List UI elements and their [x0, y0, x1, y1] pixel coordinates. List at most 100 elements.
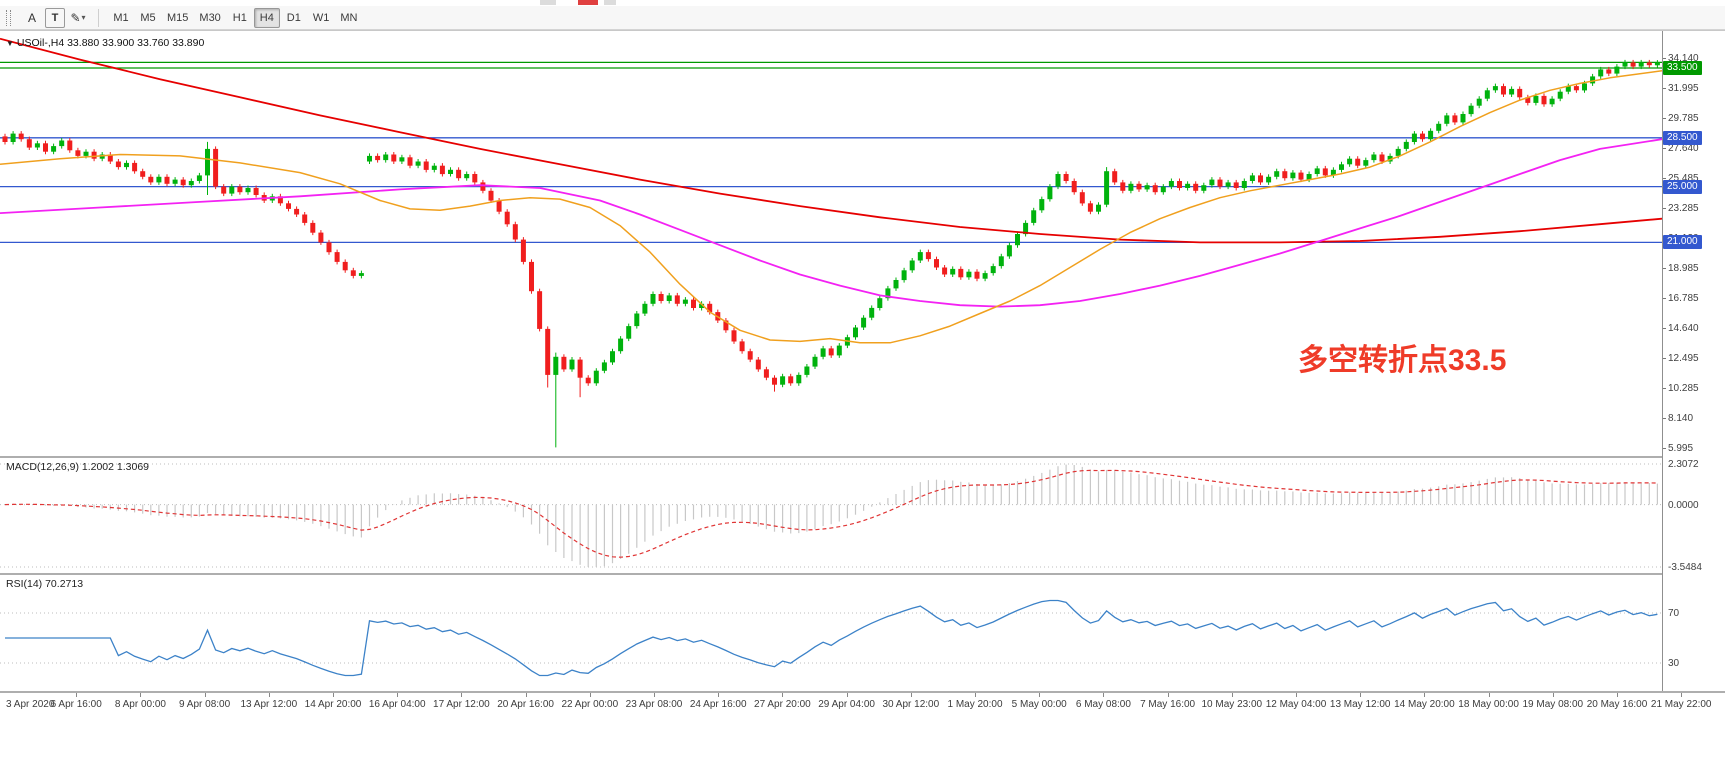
price-tick-label: 25.485	[1663, 173, 1699, 184]
time-axis-label: 8 Apr 00:00	[114, 699, 166, 710]
titlebar-artifact	[540, 0, 556, 5]
macd-axis-label: 2.3072	[1668, 459, 1699, 470]
symbol-dropdown-icon[interactable]: ▼	[6, 39, 14, 48]
price-tick-label: 16.785	[1663, 293, 1699, 304]
time-axis-tick	[397, 693, 399, 697]
timeframe-h4-button[interactable]: H4	[253, 7, 280, 28]
price-tick-label: 18.985	[1663, 263, 1699, 274]
timeframe-group: M1 M5 M15 M30 H1 H4 D1 W1 MN	[108, 7, 362, 28]
time-axis-tick	[782, 693, 784, 697]
time-axis-tick	[1360, 693, 1362, 697]
time-axis-tick	[910, 693, 912, 697]
macd-signal-line	[4, 469, 1658, 558]
ma-mid-magenta	[0, 138, 1662, 308]
chart-area: ▼ USOil-,H4 33.880 33.900 33.760 33.890 多…	[0, 30, 1725, 713]
candlesticks	[2, 59, 1660, 448]
macd-chart[interactable]	[0, 458, 1662, 573]
panel-separator[interactable]	[0, 573, 1725, 575]
timeframe-mn-button[interactable]: MN	[335, 8, 362, 28]
time-axis-tick	[525, 693, 527, 697]
time-axis-tick	[1231, 693, 1233, 697]
panel-separator[interactable]	[0, 456, 1725, 458]
time-axis-label: 29 Apr 04:00	[818, 699, 875, 710]
time-axis-label: 12 May 04:00	[1265, 699, 1327, 710]
timeframe-d1-button[interactable]: D1	[281, 8, 307, 28]
level-price-label: 21.000	[1663, 235, 1702, 250]
rsi-label: RSI(14) 70.2713	[6, 578, 84, 590]
time-axis-tick	[1552, 693, 1554, 697]
time-axis-label: 21 May 22:00	[1650, 699, 1712, 710]
time-axis-label: 13 May 12:00	[1329, 699, 1391, 710]
text-tool[interactable]: T	[45, 7, 65, 28]
time-axis-label: 16 Apr 04:00	[368, 699, 426, 710]
time-axis-label: 20 Apr 16:00	[497, 699, 554, 710]
time-axis-label: 14 May 20:00	[1394, 699, 1455, 710]
macd-histogram	[12, 464, 1659, 567]
candlestick-chart[interactable]	[0, 33, 1662, 456]
time-axis-tick	[1681, 693, 1683, 697]
time-axis-tick	[268, 693, 270, 697]
time-axis-tick	[1296, 693, 1297, 697]
ma-fast-orange	[0, 70, 1662, 344]
chart-toolbar: A T ✎ ▾ M1 M5 M15 M30 H1 H4 D1 W1 MN	[0, 6, 1725, 30]
rsi-axis-label: 30	[1668, 658, 1680, 669]
level-price-label: 28.500	[1663, 130, 1702, 145]
time-axis-label: 17 Apr 12:00	[433, 699, 490, 710]
time-axis-tick	[718, 693, 720, 697]
ma-slow-red	[0, 37, 1662, 244]
titlebar-artifact	[604, 0, 616, 5]
titlebar-artifact-red	[578, 0, 598, 5]
drawing-tool-dropdown[interactable]: ✎ ▾	[67, 8, 89, 28]
price-axis[interactable]: 34.14031.99529.78527.64025.48523.28521.1…	[1662, 31, 1725, 691]
time-axis-label: 13 Apr 12:00	[240, 699, 298, 710]
price-tick-label: 31.995	[1663, 83, 1699, 94]
cursor-tool-a[interactable]: A	[21, 8, 43, 28]
level-price-label: 33.500	[1663, 61, 1702, 75]
price-panel[interactable]: ▼ USOil-,H4 33.880 33.900 33.760 33.890 多…	[0, 33, 1662, 456]
timeframe-w1-button[interactable]: W1	[308, 8, 335, 28]
text-annotation: 多空转折点33.5	[1298, 344, 1507, 377]
time-axis-tick	[1103, 693, 1105, 697]
timeframe-m15-button[interactable]: M15	[162, 8, 193, 28]
time-axis-label: 20 May 16:00	[1586, 699, 1648, 710]
macd-panel[interactable]: MACD(12,26,9) 1.2002 1.3069	[0, 458, 1662, 573]
timeframe-h1-button[interactable]: H1	[227, 8, 253, 28]
time-axis-tick	[140, 693, 142, 697]
timeframe-m1-button[interactable]: M1	[108, 8, 134, 28]
time-axis-label: 18 May 00:00	[1458, 699, 1519, 710]
price-tick-label: 27.640	[1663, 143, 1699, 154]
price-tick-label: 29.785	[1663, 113, 1699, 124]
macd-axis-label: 0.0000	[1668, 499, 1699, 511]
dropdown-caret-icon: ▾	[81, 13, 86, 22]
price-tick-label: 10.285	[1663, 383, 1699, 394]
time-axis-tick	[204, 693, 206, 697]
time-axis[interactable]: 3 Apr 2020 6 Apr 16:00 8 Apr 00:00 9 Apr 08…	[0, 691, 1725, 713]
time-axis-label: 6 May 08:00	[1075, 699, 1131, 710]
price-tick-label: 34.140	[1663, 53, 1699, 64]
time-axis-label: 22 Apr 00:00	[561, 699, 619, 710]
cropped-titlebar-strip	[0, 0, 1725, 6]
time-axis-label: 7 May 16:00	[1140, 699, 1196, 710]
rsi-chart[interactable]	[0, 575, 1662, 691]
price-tick-label: 14.640	[1663, 323, 1699, 334]
time-axis-label: 1 May 20:00	[947, 699, 1003, 710]
timeframe-m5-button[interactable]: M5	[135, 8, 161, 28]
time-axis-label: 6 Apr 16:00	[50, 699, 102, 710]
time-axis-label: 19 May 08:00	[1522, 699, 1584, 710]
toolbar-drag-handle[interactable]	[6, 9, 11, 26]
timeframe-m30-button[interactable]: M30	[194, 8, 225, 28]
time-axis-tick	[333, 693, 334, 697]
time-axis-label: 3 Apr 2020	[6, 699, 55, 710]
time-axis-tick	[76, 693, 78, 697]
price-tick-label: 23.285	[1663, 203, 1699, 214]
time-axis-tick	[1167, 693, 1169, 697]
macd-axis-label: -3.5484	[1668, 562, 1702, 573]
time-axis-label: 30 Apr 12:00	[882, 699, 940, 710]
rsi-panel[interactable]: RSI(14) 70.2713	[0, 575, 1662, 691]
macd-label: MACD(12,26,9) 1.2002 1.3069	[6, 461, 150, 473]
time-axis-tick	[1424, 693, 1426, 697]
time-axis-label: 23 Apr 08:00	[625, 699, 683, 710]
toolbar-separator	[98, 8, 99, 27]
time-axis-tick	[1617, 693, 1618, 697]
